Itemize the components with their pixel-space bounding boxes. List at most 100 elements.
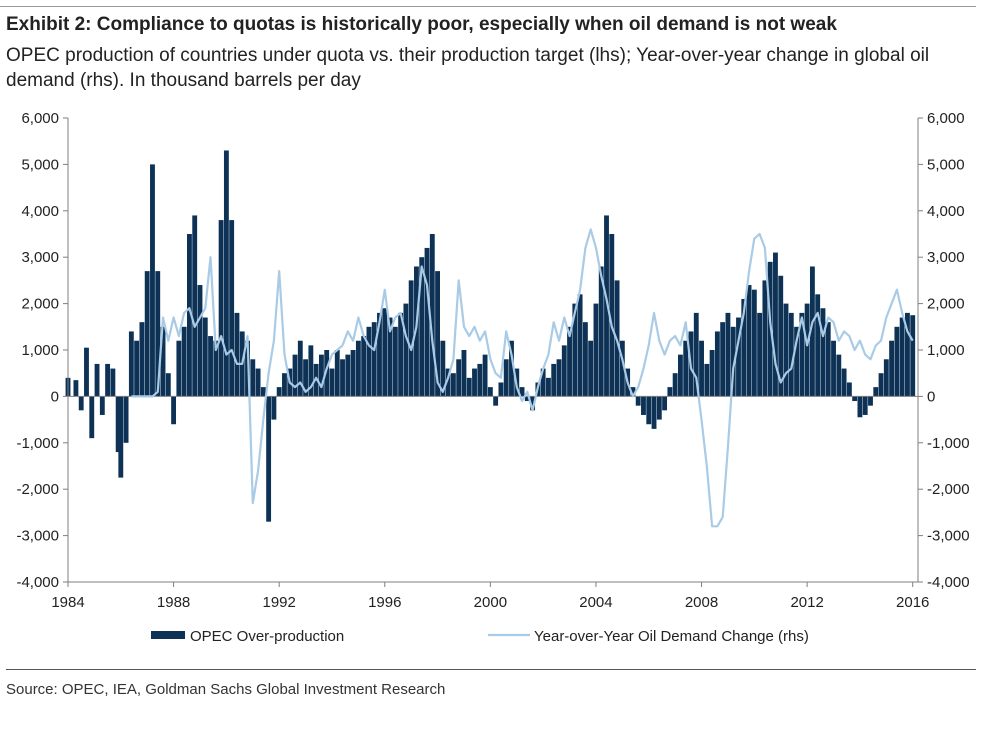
y-right-tick-label: -1,000 [927,435,970,452]
bar-32 [234,312,240,397]
bar-102 [604,215,609,397]
bar-100 [593,303,599,397]
bar-136 [783,303,789,397]
bar-103 [609,234,615,397]
bar-45 [303,359,309,397]
x-tick-label: 1984 [51,594,84,611]
bar-84 [509,340,514,397]
bar-79 [482,354,488,397]
x-tick-label: 2004 [579,594,612,611]
x-tick-label: 1988 [157,594,190,611]
bar-153 [873,387,879,397]
bar-147 [841,368,847,397]
bar-88 [530,396,536,411]
bar-110 [646,396,652,425]
bar-7 [105,363,111,397]
bar-139 [799,312,805,397]
bar-60 [382,308,388,397]
y-left-tick-label: -2,000 [16,481,59,498]
bar-55 [355,340,361,397]
bar-14 [139,322,145,397]
bar-77 [472,368,477,397]
y-left-tick-label: 4,000 [21,203,59,220]
bar-52 [340,359,345,397]
bar-80 [487,387,493,397]
y-left-tick-label: -4,000 [16,574,59,591]
bar-16 [150,164,155,397]
bar-160 [910,315,916,397]
legend-swatch-bars [151,631,185,639]
bar-99 [588,340,594,397]
bar-49 [324,350,330,397]
y-left-tick-label: 0 [51,388,59,405]
bar-87 [524,396,530,402]
bar-series [65,150,916,522]
bar-90 [540,368,546,397]
y-left-tick-label: -1,000 [16,435,59,452]
axes: -4,000 -3,000 -2,000 -1,000 0 1,000 2,000 3,000… [16,110,969,611]
bar-108 [635,396,641,406]
bar-95 [567,326,572,397]
bar-137 [788,312,794,397]
bar-124 [720,322,726,397]
bar-70 [435,271,440,397]
y-right-tick-label: 3,000 [927,249,965,266]
bar-73 [450,373,456,397]
bar-59 [377,312,382,397]
y-left-tick-label: 2,000 [21,296,59,313]
y-right-tick-label: 4,000 [927,203,965,220]
legend-label-line: Year-over-Year Oil Demand Change (rhs) [534,628,809,645]
bar-86 [519,387,525,397]
bar-140 [804,303,810,397]
bar-39 [271,396,277,420]
bar-98 [582,322,588,397]
bar-114 [667,387,673,397]
bar-120 [699,340,704,397]
bar-6 [99,396,105,415]
top-rule [0,6,976,7]
y-right-tick-label: 2,000 [927,296,965,313]
y-left-tick-label: -3,000 [16,528,59,545]
bar-146 [836,354,842,397]
bar-8 [110,368,116,397]
bar-130 [751,289,757,397]
bar-64 [403,303,409,397]
bar-36 [255,368,261,397]
bar-15 [144,271,150,397]
source-note: Source: OPEC, IEA, Goldman Sachs Global … [6,681,446,698]
bar-121 [704,363,710,397]
bar-37 [260,387,266,397]
bar-112 [656,396,662,420]
bar-67 [419,257,425,397]
y-right-tick-label: 5,000 [927,156,965,173]
bar-56 [361,336,367,397]
bar-158 [899,317,905,397]
bar-127 [736,317,741,397]
bar-53 [345,354,351,397]
bar-68 [424,247,430,397]
bar-111 [651,396,657,429]
bar-48 [318,354,324,397]
bar-51 [334,350,340,397]
bar-148 [846,382,852,397]
bar-30 [223,150,229,397]
bar-54 [350,350,356,397]
bar-144 [825,322,831,397]
bar-31 [229,220,235,397]
bar-123 [714,331,720,397]
bar-1 [73,380,79,397]
bar-3 [84,347,89,397]
bar-83 [503,359,509,397]
x-tick-label: 1992 [262,594,295,611]
bar-57 [366,326,372,397]
bar-91 [546,377,551,397]
bar-75 [461,350,467,397]
bar-126 [730,326,736,397]
bar-17 [155,271,161,397]
bar-142 [815,294,821,397]
bar-93 [556,359,562,397]
y-right-tick-label: -4,000 [927,574,970,591]
y-right-tick-label: 0 [927,388,935,405]
bar-152 [868,396,873,406]
